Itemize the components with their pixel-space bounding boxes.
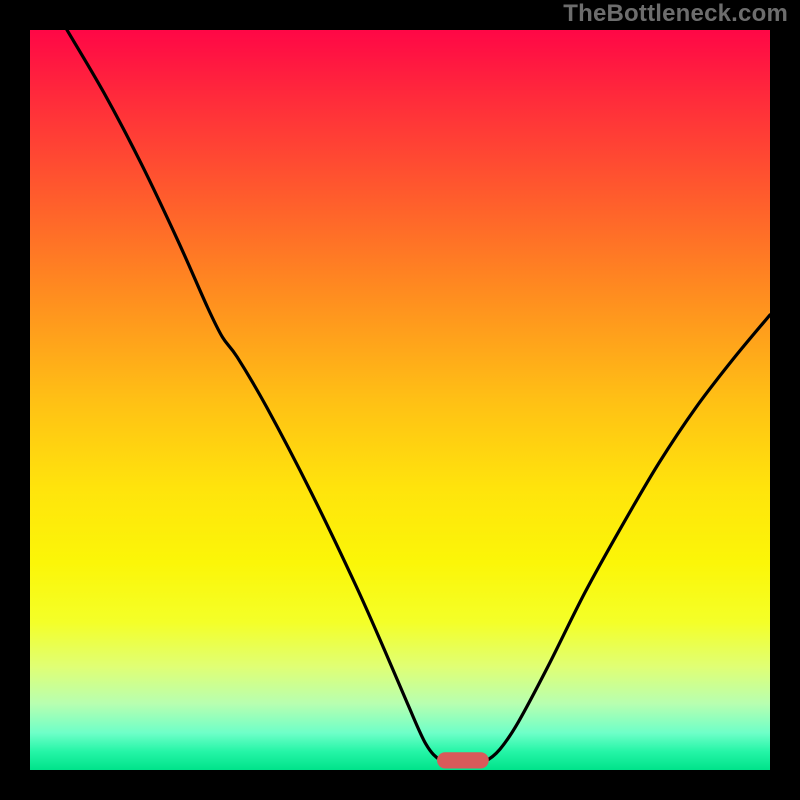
plot-area — [30, 30, 770, 770]
watermark-text: TheBottleneck.com — [563, 0, 788, 28]
figure-frame: TheBottleneck.com — [0, 0, 800, 800]
gradient-background — [30, 30, 770, 770]
optimal-marker — [437, 752, 489, 768]
plot-svg — [30, 30, 770, 770]
